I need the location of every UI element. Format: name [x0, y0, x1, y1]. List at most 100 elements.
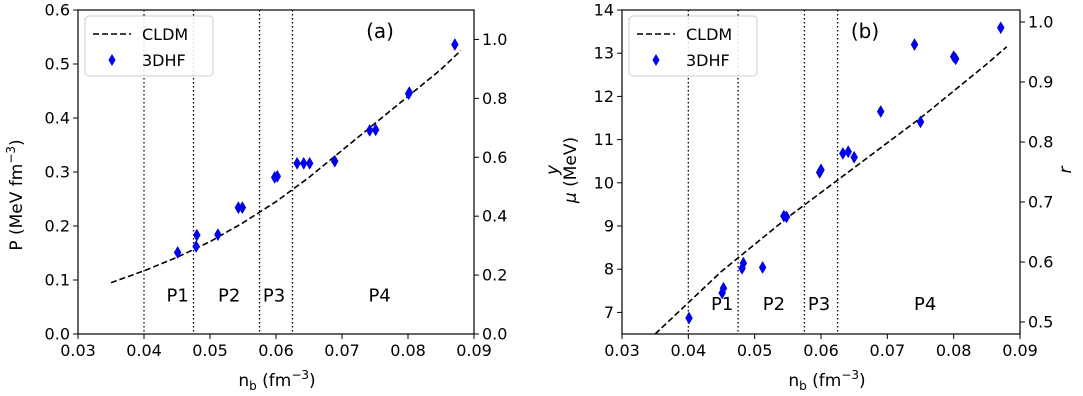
x-tick-label-a-6: 0.09 — [456, 341, 492, 360]
phase-label-b-3: P4 — [914, 294, 936, 315]
legend-swatch-3dhf-b — [652, 54, 660, 66]
y-tick-label-left-a-3: 0.3 — [45, 163, 70, 182]
y-axis-label-right-a: y — [543, 164, 563, 176]
panel-label-a: (a) — [366, 19, 394, 43]
y-tick-label-left-b-1: 8 — [604, 260, 614, 279]
y-tick-label-right-a-5: 1.0 — [482, 30, 507, 49]
legend-label-3dhf-b: 3DHF — [686, 51, 730, 70]
phase-label-b-1: P2 — [763, 294, 785, 315]
data-point-3dhf-b-10 — [839, 146, 847, 160]
y-tick-label-right-b-1: 0.6 — [1028, 253, 1053, 272]
y-tick-label-left-a-5: 0.5 — [45, 55, 70, 74]
data-point-3dhf-a-12 — [365, 123, 374, 137]
x-tick-label-a-3: 0.06 — [258, 341, 294, 360]
data-point-3dhf-b-4 — [739, 256, 748, 270]
x-tick-label-a-4: 0.07 — [324, 341, 360, 360]
data-point-3dhf-a-15 — [405, 86, 414, 100]
data-point-3dhf-b-11 — [844, 145, 852, 159]
data-point-3dhf-a-3 — [214, 228, 222, 242]
data-point-3dhf-a-2 — [193, 228, 201, 242]
y-tick-label-left-a-4: 0.4 — [45, 109, 70, 128]
panel-a: nb (fm−3) P (MeV fm−3) y (a) P1 P2 P3 P4 0.0… — [4, 1, 563, 394]
y-tick-label-right-a-0: 0.0 — [482, 325, 507, 344]
data-point-3dhf-a-7 — [273, 169, 282, 183]
y-tick-label-left-a-0: 0.0 — [45, 325, 70, 344]
data-point-3dhf-a-13 — [371, 123, 380, 137]
y-tick-label-left-b-4: 11 — [594, 130, 614, 149]
data-point-3dhf-a-16 — [451, 38, 459, 52]
panel-b: nb (fm−3) μ (MeV) r (b) P1 P2 P3 P4 0.03 0.04… — [561, 1, 1076, 394]
phase-label-a-0: P1 — [167, 286, 189, 307]
y-tick-label-right-b-2: 0.7 — [1028, 193, 1053, 212]
data-point-3dhf-b-7 — [782, 210, 791, 224]
x-tick-label-b-6: 0.09 — [1002, 341, 1038, 360]
y-tick-label-right-b-4: 0.9 — [1028, 73, 1053, 92]
phase-label-b-2: P3 — [808, 294, 830, 315]
phase-label-a-2: P3 — [263, 286, 285, 307]
data-point-3dhf-a-10 — [305, 156, 314, 170]
x-axis-label-b: nb (fm−3) — [788, 368, 865, 393]
x-tick-label-b-0: 0.03 — [604, 341, 640, 360]
x-tick-label-a-0: 0.03 — [60, 341, 96, 360]
legend-swatch-3dhf-a — [108, 54, 116, 66]
y-tick-label-left-b-7: 14 — [594, 1, 614, 20]
y-tick-label-left-a-2: 0.2 — [45, 217, 70, 236]
data-point-3dhf-b-14 — [910, 38, 919, 52]
y-axis-label-left-b: μ (MeV) — [561, 137, 581, 204]
legend-box-a — [84, 15, 214, 77]
plot-area-b — [654, 46, 1008, 334]
x-tick-label-b-4: 0.07 — [870, 341, 906, 360]
legend-label-cldm-b: CLDM — [686, 25, 732, 44]
panel-label-b: (b) — [851, 19, 879, 43]
x-tick-label-b-1: 0.04 — [671, 341, 707, 360]
x-tick-label-a-2: 0.05 — [192, 341, 228, 360]
data-point-3dhf-a-9 — [299, 156, 308, 170]
plot-area-a — [110, 49, 462, 284]
x-tick-label-b-2: 0.05 — [737, 341, 773, 360]
phase-label-a-3: P4 — [368, 286, 390, 307]
x-axis-label-a: nb (fm−3) — [238, 368, 315, 393]
data-point-3dhf-a-1 — [192, 240, 200, 254]
data-point-3dhf-b-12 — [850, 150, 858, 164]
data-point-3dhf-b-17 — [951, 52, 960, 66]
x-tick-label-a-1: 0.04 — [126, 341, 162, 360]
data-point-3dhf-b-18 — [996, 21, 1005, 35]
legend-b: CLDM 3DHF — [628, 15, 758, 77]
y-tick-label-left-b-5: 12 — [594, 87, 614, 106]
y-tick-label-right-a-1: 0.2 — [482, 266, 507, 285]
phase-label-b-0: P1 — [711, 294, 733, 315]
data-point-3dhf-a-8 — [293, 156, 301, 170]
data-point-3dhf-b-13 — [876, 105, 885, 119]
data-point-3dhf-a-5 — [238, 201, 247, 215]
y-tick-label-left-b-3: 10 — [594, 173, 614, 192]
x-tick-label-a-5: 0.08 — [390, 341, 426, 360]
y-tick-label-right-b-0: 0.5 — [1028, 313, 1053, 332]
series-line-cldm-a — [110, 49, 462, 284]
x-tick-label-b-3: 0.06 — [803, 341, 839, 360]
y-tick-label-right-b-3: 0.8 — [1028, 133, 1053, 152]
y-axis-label-left-a: P (MeV fm−3) — [4, 139, 27, 250]
y-tick-label-right-a-3: 0.6 — [482, 148, 507, 167]
legend-label-3dhf-a: 3DHF — [142, 51, 186, 70]
data-point-3dhf-b-15 — [916, 115, 925, 129]
y-tick-label-right-b-5: 1.0 — [1028, 13, 1053, 32]
data-point-3dhf-b-5 — [758, 260, 767, 274]
phase-label-a-1: P2 — [218, 286, 240, 307]
y-tick-label-left-b-0: 7 — [604, 303, 614, 322]
data-point-3dhf-a-11 — [330, 154, 339, 168]
y-tick-label-left-b-2: 9 — [604, 217, 614, 236]
y-tick-label-left-a-6: 0.6 — [45, 1, 70, 20]
y-tick-label-right-a-4: 0.8 — [482, 89, 507, 108]
data-point-3dhf-b-0 — [685, 311, 693, 325]
x-tick-label-b-5: 0.08 — [936, 341, 972, 360]
y-tick-label-right-a-2: 0.4 — [482, 207, 507, 226]
data-point-3dhf-b-2 — [719, 281, 728, 295]
legend-label-cldm-a: CLDM — [142, 25, 188, 44]
data-point-3dhf-b-9 — [817, 163, 825, 177]
legend-a: CLDM 3DHF — [84, 15, 214, 77]
y-axis-label-right-b: r — [1056, 166, 1076, 174]
series-line-cldm-b — [654, 46, 1008, 334]
y-tick-label-left-b-6: 13 — [594, 44, 614, 63]
legend-box-b — [628, 15, 758, 77]
